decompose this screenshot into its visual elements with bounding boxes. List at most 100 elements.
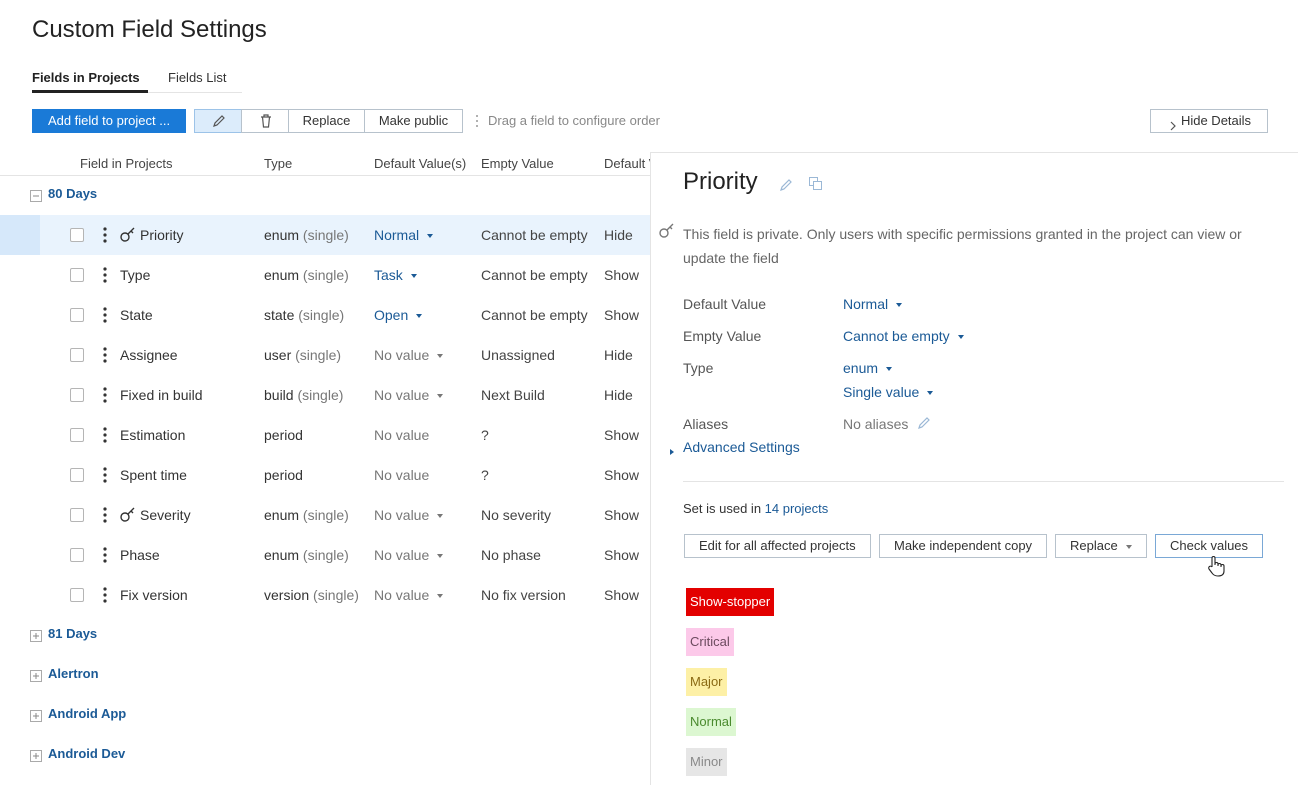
expand-icon[interactable] xyxy=(30,709,42,722)
property-label: Empty Value xyxy=(683,328,762,344)
action-button[interactable]: Edit for all affected projects xyxy=(684,534,871,558)
field-row[interactable]: Assignee user (single) No value Unassigned H… xyxy=(0,335,650,375)
drag-handle[interactable] xyxy=(102,307,108,323)
type-name: enum xyxy=(264,267,300,283)
dropdown-caret xyxy=(1125,544,1132,549)
field-row[interactable]: Priority enum (single) Normal Cannot be emp… xyxy=(0,215,650,255)
group-name[interactable]: 80 Days xyxy=(48,186,98,201)
hide-details-button[interactable]: Hide Details xyxy=(1150,109,1268,133)
value-chip[interactable]: Show-stopper xyxy=(686,588,775,616)
action-button[interactable]: Check values xyxy=(1155,534,1264,558)
default-value[interactable]: No value xyxy=(374,387,444,403)
default-value[interactable]: Open xyxy=(374,307,423,323)
field-type: state (single) xyxy=(264,307,344,323)
edit-icon[interactable] xyxy=(916,415,932,431)
action-button[interactable]: Make independent copy xyxy=(879,534,1048,558)
drag-handle[interactable] xyxy=(102,267,108,283)
field-row[interactable]: Fix version version (single) No value No fi… xyxy=(0,575,650,615)
field-row[interactable]: Severity enum (single) No value No severity… xyxy=(0,495,650,535)
checkbox[interactable] xyxy=(70,548,84,562)
copy-icon[interactable] xyxy=(808,176,824,192)
default-value[interactable]: No value xyxy=(374,547,444,563)
field-row[interactable]: Phase enum (single) No value No phase Show xyxy=(0,535,650,575)
checkbox[interactable] xyxy=(70,388,84,402)
field-type: period xyxy=(264,467,303,483)
checkbox[interactable] xyxy=(70,508,84,522)
drag-handle[interactable] xyxy=(102,347,108,363)
property-value[interactable]: enum xyxy=(843,360,893,376)
usage-link[interactable]: 14 projects xyxy=(764,501,829,516)
default-value[interactable]: Normal xyxy=(374,227,434,243)
drag-handle-svg xyxy=(103,227,107,243)
visibility: Hide xyxy=(604,387,633,403)
default-value[interactable]: No value xyxy=(374,507,444,523)
private-note: This field is private. Only users with s… xyxy=(683,226,1242,266)
field-name: Spent time xyxy=(120,467,187,483)
property-value[interactable]: Cannot be empty xyxy=(843,328,964,344)
value-chip[interactable]: Critical xyxy=(686,628,734,656)
drag-handle[interactable] xyxy=(102,227,108,243)
value-chip[interactable]: Minor xyxy=(686,748,727,776)
field-type: enum (single) xyxy=(264,267,349,283)
group-name[interactable]: Android App xyxy=(48,706,127,721)
edit-title-icon[interactable] xyxy=(778,177,794,193)
checkbox[interactable] xyxy=(70,428,84,442)
action-button[interactable]: Replace xyxy=(1055,534,1147,558)
field-row[interactable]: State state (single) Open Cannot be empty Sh… xyxy=(0,295,650,335)
drag-handle-svg xyxy=(103,547,107,563)
drag-handle[interactable] xyxy=(102,427,108,443)
field-name: Estimation xyxy=(120,427,186,443)
delete-button[interactable] xyxy=(241,109,289,133)
type-note: (single) xyxy=(302,547,349,563)
field-row[interactable]: Fixed in build build (single) No value Next… xyxy=(0,375,650,415)
empty-value: No fix version xyxy=(481,587,566,603)
field-row[interactable]: Spent time period No value? Show xyxy=(0,455,650,495)
group-name[interactable]: Android Dev xyxy=(48,746,126,761)
type-note: (single) xyxy=(302,507,349,523)
drag-handle[interactable] xyxy=(102,387,108,403)
group-name[interactable]: Alertron xyxy=(48,666,99,681)
group-name[interactable]: 81 Days xyxy=(48,626,98,641)
checkbox[interactable] xyxy=(70,268,84,282)
empty-value: ? xyxy=(481,467,489,483)
default-value[interactable]: No value xyxy=(374,347,444,363)
drag-handle[interactable] xyxy=(102,507,108,523)
tab[interactable]: Fields in Projects xyxy=(32,70,140,85)
property-value[interactable]: Normal xyxy=(843,296,903,312)
tab[interactable]: Fields List xyxy=(168,70,227,85)
value-chip[interactable]: Major xyxy=(686,668,727,696)
value-chip[interactable]: Normal xyxy=(686,708,736,736)
type-name: period xyxy=(264,467,303,483)
make-public-button[interactable]: Make public xyxy=(364,109,463,133)
checkbox[interactable] xyxy=(70,308,84,322)
drag-handle-svg xyxy=(103,467,107,483)
expand-icon[interactable] xyxy=(30,629,42,642)
edit-button[interactable] xyxy=(194,109,242,133)
advanced-settings[interactable]: Advanced Settings xyxy=(683,439,800,455)
default-text: Open xyxy=(374,307,409,323)
expand-triangle xyxy=(669,443,675,455)
expand-icon[interactable] xyxy=(30,669,42,682)
default-value[interactable]: No value xyxy=(374,587,444,603)
property-value[interactable]: Single value xyxy=(843,384,934,400)
button-label: Check values xyxy=(1170,538,1249,553)
drag-handle[interactable] xyxy=(102,547,108,563)
collapse-icon[interactable] xyxy=(30,189,42,202)
field-row[interactable]: Estimation period No value? Show xyxy=(0,415,650,455)
drag-handle[interactable] xyxy=(102,587,108,603)
checkbox[interactable] xyxy=(70,588,84,602)
field-row[interactable]: Type enum (single) Task Cannot be empty Show xyxy=(0,255,650,295)
checkbox[interactable] xyxy=(70,228,84,242)
default-value[interactable]: Task xyxy=(374,267,417,283)
add-field-button[interactable]: Add field to project ... xyxy=(32,109,186,133)
checkbox[interactable] xyxy=(70,348,84,362)
drag-handle-svg xyxy=(103,307,107,323)
replace-button[interactable]: Replace xyxy=(288,109,365,133)
checkbox[interactable] xyxy=(70,468,84,482)
drag-handle[interactable] xyxy=(102,467,108,483)
default-text: No value xyxy=(374,467,430,483)
expand-icon[interactable] xyxy=(30,749,42,762)
visibility: Show xyxy=(604,267,640,283)
property-text: Single value xyxy=(843,384,920,400)
